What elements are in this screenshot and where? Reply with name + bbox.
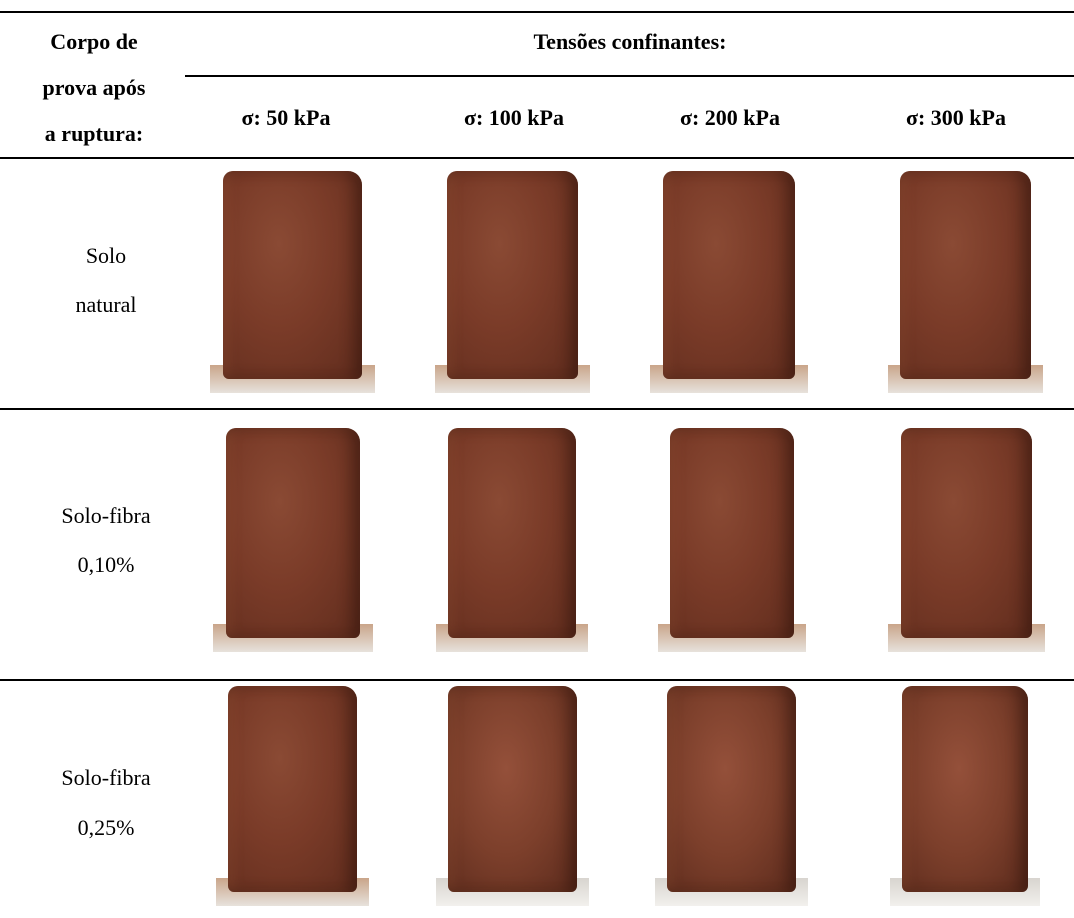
specimen-photo	[210, 166, 375, 393]
group-header: Tensões confinantes:	[533, 29, 727, 54]
column-header: σ: 200 kPa	[680, 105, 780, 130]
column-header: σ: 50 kPa	[241, 105, 331, 130]
specimen-photo	[436, 423, 588, 652]
specimen-photo	[888, 166, 1043, 393]
row-rule	[0, 679, 1074, 681]
specimen-photo	[213, 423, 373, 652]
row-label: 0,25%	[77, 815, 135, 840]
top-rule	[0, 11, 1074, 13]
row-label: Solo	[85, 243, 127, 268]
row-rule	[0, 408, 1074, 410]
specimen-photo	[658, 423, 806, 652]
specimen-photo	[435, 166, 590, 393]
specimen-photo	[436, 682, 589, 906]
corner-label: prova após	[42, 75, 146, 100]
specimen-photo	[890, 682, 1040, 906]
specimen-photo	[216, 682, 369, 906]
header-rule	[0, 157, 1074, 159]
row-label: Solo-fibra	[61, 503, 151, 528]
specimen-photo	[650, 166, 808, 393]
corner-label: a ruptura:	[44, 121, 144, 146]
row-label: natural	[75, 292, 137, 317]
column-header: σ: 300 kPa	[906, 105, 1006, 130]
column-header: σ: 100 kPa	[464, 105, 564, 130]
corner-label: Corpo de	[50, 29, 138, 54]
row-label: Solo-fibra	[61, 765, 151, 790]
row-label: 0,10%	[77, 552, 135, 577]
specimen-photo	[888, 423, 1045, 652]
group-rule	[185, 75, 1074, 77]
specimen-photo	[655, 682, 808, 906]
